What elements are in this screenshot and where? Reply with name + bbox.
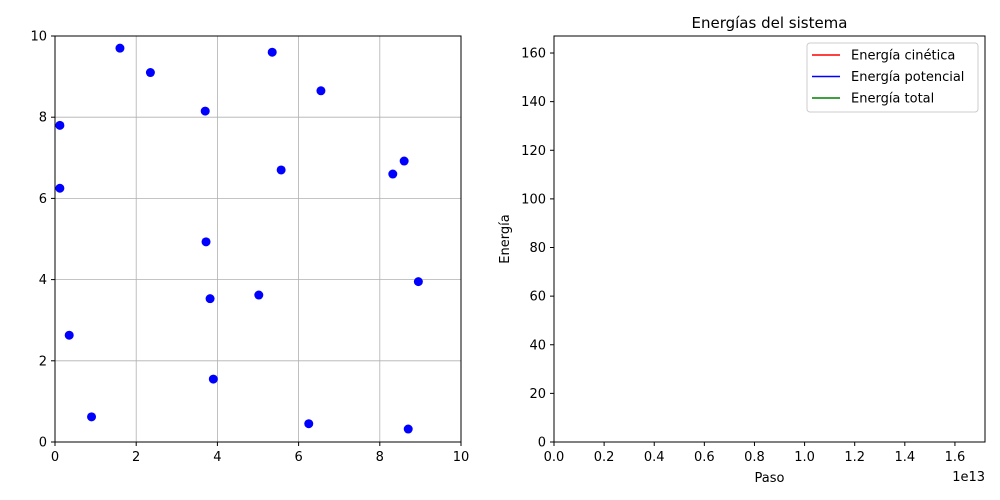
scatter-point (304, 419, 314, 429)
scatter-axes-frame (54, 35, 462, 443)
energy-x-tick-label: 0.8 (744, 450, 765, 465)
energy-y-tick-label: 120 (521, 144, 546, 159)
energy-x-tick-label: 1.4 (894, 450, 915, 465)
energy-y-tick-label: 0 (538, 436, 546, 451)
scatter-point (276, 165, 286, 175)
energy-y-tick-label: 40 (529, 338, 546, 353)
energy-y-tick-label: 60 (529, 290, 546, 305)
scatter-y-ticks: 0 2 4 6 8 10 (30, 30, 55, 451)
scatter-x-tick-label: 10 (453, 450, 470, 465)
energy-x-tick-label: 1.6 (945, 450, 966, 465)
scatter-x-tick-label: 8 (376, 450, 384, 465)
scatter-point (267, 47, 277, 57)
scatter-y-tick-label: 4 (39, 273, 47, 288)
scatter-y-tick-label: 8 (39, 111, 47, 126)
scatter-point (413, 277, 423, 287)
scatter-point (208, 374, 218, 384)
energy-chart-title: Energías del sistema (692, 14, 848, 32)
scatter-y-tick-label: 0 (39, 436, 47, 451)
scatter-y-tick-label: 10 (30, 30, 47, 45)
scatter-point (87, 412, 97, 422)
energy-y-tick-label: 80 (529, 241, 546, 256)
energy-y-ticks: 0 20 40 60 80 100 120 140 160 (521, 47, 554, 451)
scatter-point (201, 237, 211, 247)
energy-x-offset-label: 1e13 (952, 470, 985, 485)
energy-y-tick-label: 140 (521, 95, 546, 110)
scatter-x-tick-label: 6 (294, 450, 302, 465)
scatter-point (388, 169, 398, 179)
energy-y-axis-label: Energía (498, 214, 513, 263)
scatter-points (55, 43, 423, 434)
energy-x-tick-label: 0.6 (694, 450, 715, 465)
energy-y-tick-label: 100 (521, 192, 546, 207)
energy-x-tick-label: 1.0 (794, 450, 815, 465)
scatter-y-tick-label: 2 (39, 354, 47, 369)
scatter-y-tick-label: 6 (39, 192, 47, 207)
energy-x-tick-label: 0.0 (544, 450, 565, 465)
scatter-point (403, 424, 413, 434)
scatter-point (200, 106, 210, 116)
scatter-plot: 0 2 4 6 8 10 0 2 4 6 8 10 (30, 30, 469, 466)
scatter-point (55, 120, 65, 130)
energy-x-tick-label: 0.4 (644, 450, 665, 465)
energy-y-tick-label: 20 (529, 387, 546, 402)
legend-entry-label: Energía total (851, 92, 934, 107)
energy-y-tick-label: 160 (521, 47, 546, 62)
scatter-plot-area (55, 36, 461, 442)
scatter-point (399, 156, 409, 166)
energy-x-axis-label: Paso (755, 471, 785, 486)
scatter-x-tick-label: 4 (213, 450, 221, 465)
legend-box (806, 42, 979, 113)
scatter-x-tick-label: 0 (51, 450, 59, 465)
legend-entry-label: Energía cinética (851, 49, 955, 64)
scatter-point (145, 68, 155, 78)
scatter-point (316, 86, 326, 96)
scatter-point (205, 294, 215, 304)
scatter-x-ticks: 0 2 4 6 8 10 (51, 442, 469, 465)
energy-x-tick-label: 0.2 (594, 450, 615, 465)
scatter-point (254, 290, 264, 300)
legend-entry-label: Energía potencial (851, 70, 964, 85)
scatter-x-tick-label: 2 (132, 450, 140, 465)
scatter-point (64, 330, 74, 340)
energy-legend: Energía cinética Energía potencial Energía… (806, 42, 979, 113)
energy-x-tick-label: 1.2 (844, 450, 865, 465)
energy-x-ticks: 0.0 0.2 0.4 0.6 0.8 1.0 1.2 1.4 1.6 (544, 442, 966, 465)
scatter-point (115, 43, 125, 53)
scatter-point (55, 183, 65, 193)
energy-plot: Energías del sistema 0.0 0.2 0.4 0.6 0.8 1.0 1… (498, 14, 986, 486)
